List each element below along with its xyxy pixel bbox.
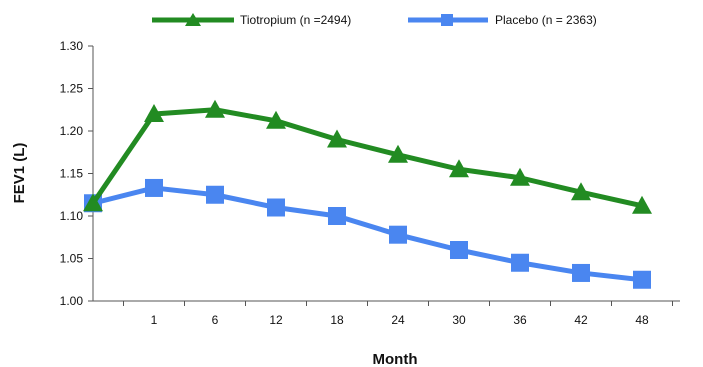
x-tick-label: 48 (635, 313, 649, 327)
data-point-square (450, 241, 468, 259)
data-point-triangle (327, 129, 347, 148)
series-placebo (84, 178, 651, 289)
legend-entry-placebo: Placebo (n = 2363) (408, 13, 597, 27)
data-point-triangle (205, 99, 225, 118)
data-point-square (267, 198, 285, 217)
y-tick-label: 1.05 (60, 252, 84, 266)
legend-marker-placebo (441, 14, 453, 26)
data-point-square (389, 225, 407, 244)
data-point-triangle (632, 195, 652, 214)
series-line (92, 185, 643, 283)
data-point-square (633, 270, 651, 289)
data-point-triangle (449, 159, 469, 178)
x-tick-label: 36 (513, 313, 527, 327)
y-tick-label: 1.30 (60, 39, 84, 53)
data-point-square (206, 185, 224, 204)
x-tick-label: 6 (212, 313, 219, 327)
data-point-square (511, 253, 529, 272)
y-axis-title: FEV1 (L) (11, 143, 28, 204)
y-tick-label: 1.00 (60, 294, 84, 308)
data-point-triangle (266, 110, 286, 129)
y-tick-label: 1.10 (60, 209, 84, 223)
x-tick-label: 1 (151, 313, 158, 327)
legend-label-tiotropium: Tiotropium (n =2494) (240, 13, 351, 27)
legend-label-placebo: Placebo (n = 2363) (495, 13, 597, 27)
data-point-triangle (388, 144, 408, 163)
data-point-square (572, 263, 590, 282)
data-point-triangle (83, 193, 103, 212)
data-point-square (145, 178, 163, 197)
legend: Tiotropium (n =2494) Placebo (n = 2363) (152, 13, 597, 27)
legend-marker-tiotropium (185, 13, 201, 26)
legend-entry-tiotropium: Tiotropium (n =2494) (152, 13, 351, 27)
axes: 1.00 1.05 1.10 1.15 1.20 1.25 1.30 1 6 12 18 24 30 3… (60, 39, 680, 327)
data-point-triangle (571, 182, 591, 201)
series-layer (83, 99, 652, 289)
x-tick-label: 24 (391, 313, 405, 327)
y-tick-label: 1.15 (60, 167, 84, 181)
series-line (90, 107, 643, 209)
series-tiotropium (83, 99, 652, 214)
x-tick-label: 18 (330, 313, 344, 327)
y-tick-label: 1.25 (60, 82, 84, 96)
x-tick-label: 42 (574, 313, 588, 327)
x-tick-label: 30 (452, 313, 466, 327)
data-point-triangle (144, 104, 164, 122)
x-tick-label: 12 (269, 313, 283, 327)
y-tick-label: 1.20 (60, 124, 84, 138)
x-axis-title: Month (373, 351, 418, 367)
data-point-triangle (510, 167, 530, 186)
data-point-square (328, 207, 346, 225)
